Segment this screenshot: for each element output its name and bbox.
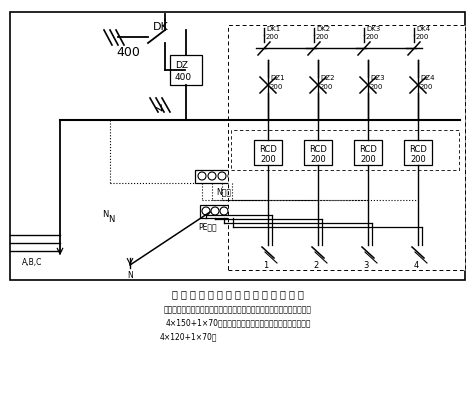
Text: 1: 1: [263, 261, 268, 269]
Text: DK3: DK3: [365, 26, 379, 32]
Text: RCD: RCD: [408, 146, 426, 154]
Text: 4×150+1×70，总配电箱连接各分配箱的电缆为橡套软电缆: 4×150+1×70，总配电箱连接各分配箱的电缆为橡套软电缆: [165, 318, 310, 328]
Bar: [230, 130, 458, 170]
Circle shape: [238, 172, 246, 180]
Circle shape: [201, 207, 209, 215]
Text: DK: DK: [153, 22, 169, 32]
Text: N排板: N排板: [216, 187, 231, 197]
Text: 注：上图为总配电箱前接线图，由电源接入总配电箱的电缆为橡套软电缆: 注：上图为总配电箱前接线图，由电源接入总配电箱的电缆为橡套软电缆: [164, 306, 311, 314]
Bar: [199, 205, 251, 218]
Text: 4: 4: [413, 261, 418, 269]
Text: DZ: DZ: [175, 60, 188, 70]
Text: 200: 200: [419, 84, 433, 90]
Text: RCD: RCD: [308, 146, 326, 154]
Text: 200: 200: [315, 34, 329, 40]
Bar: [303, 140, 331, 165]
Bar: [169, 55, 201, 85]
Bar: [253, 140, 281, 165]
Text: 200: 200: [266, 34, 279, 40]
Text: DK4: DK4: [415, 26, 429, 32]
Text: 2: 2: [313, 261, 318, 269]
Circle shape: [210, 207, 218, 215]
Text: 200: 200: [369, 84, 383, 90]
Circle shape: [198, 172, 206, 180]
Circle shape: [208, 172, 216, 180]
Text: PE排板: PE排板: [198, 222, 216, 232]
Text: 400: 400: [175, 72, 192, 82]
Text: RCD: RCD: [358, 146, 376, 154]
Bar: [353, 140, 381, 165]
Text: DZ3: DZ3: [369, 75, 384, 81]
Text: DZ2: DZ2: [319, 75, 334, 81]
Text: DZ1: DZ1: [269, 75, 284, 81]
Text: RCD: RCD: [258, 146, 277, 154]
Text: DK2: DK2: [315, 26, 329, 32]
Circle shape: [238, 207, 246, 215]
Text: 200: 200: [319, 84, 333, 90]
Text: N: N: [127, 271, 133, 279]
Text: 3: 3: [363, 261, 368, 269]
Text: 4×120+1×70．: 4×120+1×70．: [159, 332, 217, 341]
Bar: [228, 25, 464, 270]
Circle shape: [228, 207, 237, 215]
Circle shape: [219, 207, 228, 215]
Text: 200: 200: [415, 34, 428, 40]
Text: 400: 400: [116, 45, 139, 59]
Text: N: N: [101, 211, 108, 220]
Text: 200: 200: [309, 156, 325, 164]
Text: DZ4: DZ4: [419, 75, 434, 81]
Text: 200: 200: [269, 84, 283, 90]
Text: A,B,C: A,B,C: [22, 258, 42, 267]
Text: 200: 200: [359, 156, 375, 164]
Bar: [10, 12, 464, 280]
Text: 总 配 电 箱 及 分 路 漏 电 保 护 器 系 统 图: 总 配 电 箱 及 分 路 漏 电 保 护 器 系 统 图: [172, 289, 303, 299]
Text: N: N: [108, 215, 114, 224]
Bar: [195, 170, 252, 183]
Circle shape: [218, 172, 226, 180]
Circle shape: [228, 172, 236, 180]
Text: 200: 200: [259, 156, 275, 164]
Bar: [403, 140, 431, 165]
Text: DK1: DK1: [266, 26, 280, 32]
Text: 200: 200: [365, 34, 378, 40]
Text: 200: 200: [409, 156, 425, 164]
